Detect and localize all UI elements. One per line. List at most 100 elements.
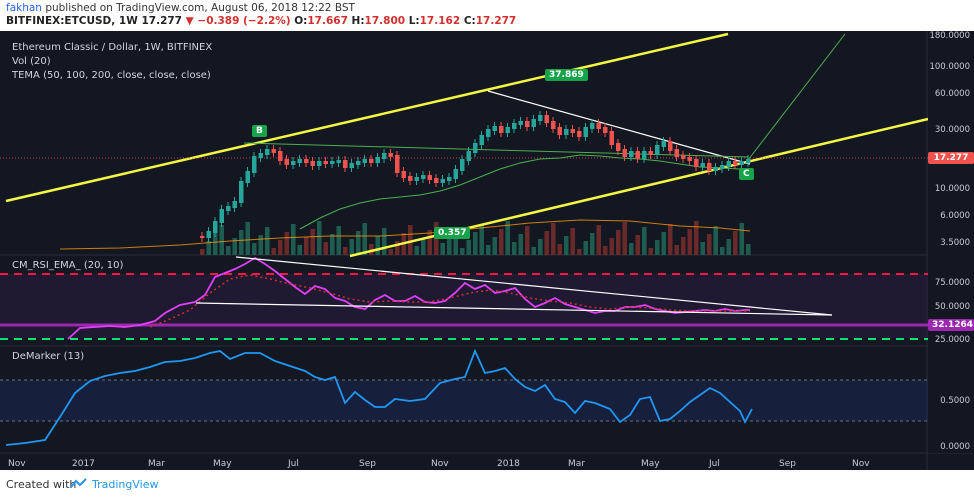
chart-canvas[interactable] (0, 31, 974, 470)
candle-body (726, 161, 731, 167)
candle-body (317, 161, 322, 166)
chart-area[interactable]: Ethereum Classic / Dollar, 1W, BITFINEX … (0, 31, 974, 470)
candle-body (362, 159, 367, 163)
demarker-line (5, 348, 753, 446)
candle-body (226, 206, 231, 211)
volume-bar (629, 243, 634, 255)
resistance-line[interactable] (487, 90, 751, 165)
volume-bar (674, 245, 679, 255)
volume-bar (395, 241, 400, 255)
projection-line[interactable] (744, 33, 846, 165)
candle-body (583, 127, 588, 137)
candle-body (271, 149, 276, 153)
time-tick: Nov (431, 459, 449, 469)
dem-tick: 0.5000 (940, 396, 970, 406)
candle-body (544, 115, 549, 123)
volume-bar (460, 248, 465, 255)
candle-body (343, 160, 348, 168)
c-marker[interactable]: C (739, 168, 754, 180)
rsi-lower-trendline[interactable] (195, 302, 833, 316)
volume-bar (440, 243, 445, 255)
rsi-axis[interactable]: 75.0000 50.0000 25.0000 (928, 255, 974, 346)
candle-body (395, 155, 400, 173)
candle-body (700, 163, 705, 167)
candle-body (661, 141, 666, 147)
volume-bar (590, 233, 595, 255)
candle-body (304, 159, 309, 163)
volume-bar (596, 225, 601, 255)
volume-bar (648, 248, 653, 255)
volume-bar (258, 235, 263, 255)
low-level-label[interactable]: 0.357 (434, 227, 471, 239)
open-value: 17.667 (307, 15, 348, 27)
volume-bar (473, 232, 478, 255)
candle-body (499, 126, 504, 133)
volume-bar (447, 235, 452, 255)
volume-bar (382, 228, 387, 255)
candle-body (512, 123, 517, 129)
rsi-legend[interactable]: CM_RSI_EMA_ (20, 10) (12, 260, 124, 271)
candle-body (401, 171, 406, 178)
high-level-label[interactable]: 37.869 (545, 69, 588, 81)
price-tick: 180.0000 (929, 31, 970, 41)
volume-bar (330, 234, 335, 255)
volume-legend[interactable]: Vol (20) (12, 56, 51, 67)
price-candles (200, 111, 751, 242)
time-tick: Jul (709, 459, 720, 469)
tradingview-link[interactable]: TradingView (92, 478, 159, 491)
candle-body (538, 115, 543, 121)
volume-bar (512, 242, 517, 255)
candle-body (655, 145, 660, 155)
demarker-legend[interactable]: DeMarker (13) (12, 351, 85, 362)
low-label: L: (408, 15, 420, 27)
time-tick: May (213, 459, 232, 469)
candle-body (622, 149, 627, 157)
candle-body (525, 121, 530, 127)
volume-bar (583, 241, 588, 255)
time-tick: Sep (779, 459, 796, 469)
b-marker[interactable]: B (252, 125, 267, 137)
candle-body (434, 178, 439, 183)
candle-body (473, 143, 478, 153)
tema-legend[interactable]: TEMA (50, 100, 200, close, close, close) (12, 70, 211, 81)
candle-body (531, 119, 536, 127)
volume-bar (603, 246, 608, 255)
time-tick: Nov (8, 459, 26, 469)
candle-body (486, 129, 491, 137)
candle-body (746, 159, 751, 163)
candle-body (278, 151, 283, 161)
candle-body (616, 143, 621, 151)
candle-body (694, 159, 699, 167)
volume-bar (356, 231, 361, 255)
symbol-legend[interactable]: Ethereum Classic / Dollar, 1W, BITFINEX (12, 42, 213, 53)
candle-body (609, 131, 614, 145)
volume-bar (304, 237, 309, 255)
rsi-upper-trendline[interactable] (235, 256, 833, 316)
price-axis[interactable]: 180.0000 100.0000 60.0000 30.0000 10.000… (928, 31, 974, 255)
volume-bar (323, 242, 328, 255)
volume-bar (694, 221, 699, 255)
candle-body (447, 177, 452, 181)
down-arrow-icon: ▼ (185, 15, 194, 27)
tradingview-logo-icon (70, 478, 87, 488)
high-label: H: (351, 15, 365, 27)
interval: 1W (118, 15, 138, 27)
author-link[interactable]: fakhan (6, 2, 42, 14)
upper-channel-line[interactable] (5, 32, 729, 203)
demarker-axis[interactable]: 0.5000 0.0000 (928, 346, 974, 453)
time-tick: Jul (288, 459, 299, 469)
candle-body (564, 129, 569, 135)
candle-body (408, 176, 413, 181)
candle-body (349, 163, 354, 168)
volume-bar (336, 226, 341, 255)
volume-bar (635, 235, 640, 255)
green-trend-line[interactable] (243, 142, 749, 158)
candle-body (460, 159, 465, 171)
candle-body (421, 175, 426, 179)
volume-bar (421, 238, 426, 255)
rsi-tick: 50.0000 (934, 302, 970, 312)
volume-bar (577, 249, 582, 255)
volume-bar (265, 227, 270, 255)
candle-body (356, 161, 361, 165)
candle-body (557, 127, 562, 135)
